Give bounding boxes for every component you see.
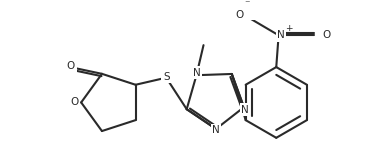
Text: O: O xyxy=(67,61,75,71)
Text: O: O xyxy=(322,30,331,40)
Text: N: N xyxy=(241,105,249,115)
Text: S: S xyxy=(163,71,170,82)
Text: N: N xyxy=(193,68,200,78)
Text: +: + xyxy=(285,24,293,33)
Text: O: O xyxy=(236,10,244,20)
Text: O: O xyxy=(70,97,79,107)
Text: N: N xyxy=(277,30,285,40)
Text: N: N xyxy=(212,125,220,135)
Text: ⁻: ⁻ xyxy=(244,0,250,9)
